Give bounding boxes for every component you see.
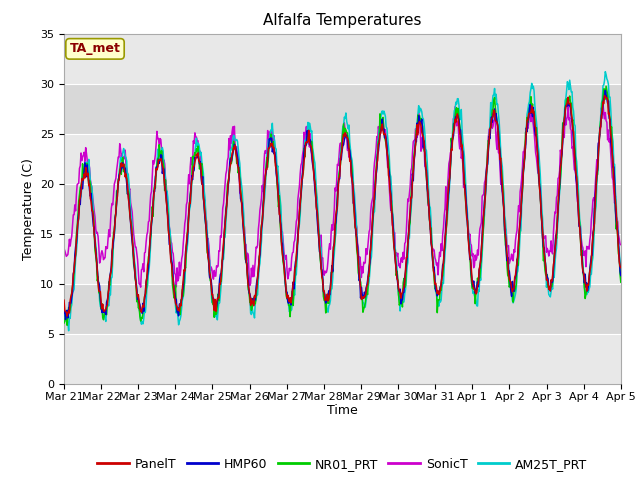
X-axis label: Time: Time: [327, 405, 358, 418]
Bar: [64, 284, 621, 334]
Bar: [64, 84, 621, 134]
Bar: [64, 184, 621, 234]
Bar: [64, 134, 621, 184]
Bar: [64, 234, 621, 284]
Bar: [64, 34, 621, 84]
Y-axis label: Temperature (C): Temperature (C): [22, 158, 35, 260]
Title: Alfalfa Temperatures: Alfalfa Temperatures: [263, 13, 422, 28]
Legend: PanelT, HMP60, NR01_PRT, SonicT, AM25T_PRT: PanelT, HMP60, NR01_PRT, SonicT, AM25T_P…: [92, 453, 593, 476]
Bar: [64, 334, 621, 384]
Text: TA_met: TA_met: [70, 42, 120, 55]
